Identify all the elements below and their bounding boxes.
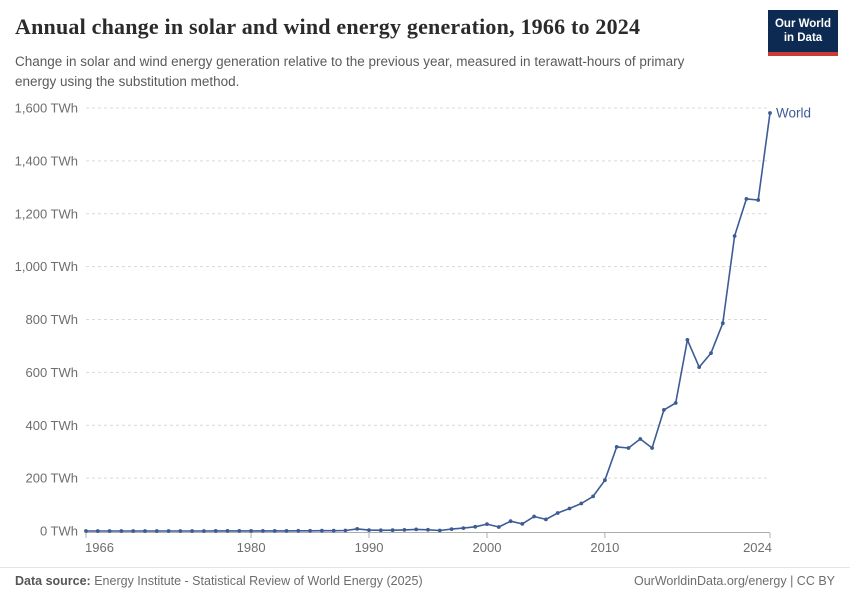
- data-point[interactable]: [84, 529, 88, 533]
- y-axis-label: 1,400 TWh: [15, 153, 78, 168]
- data-point[interactable]: [378, 528, 383, 533]
- data-point[interactable]: [709, 351, 713, 355]
- data-point[interactable]: [367, 528, 371, 532]
- data-point[interactable]: [190, 529, 195, 533]
- data-point[interactable]: [720, 321, 725, 326]
- x-axis-label: 1980: [237, 540, 266, 555]
- footer-divider: [0, 567, 850, 568]
- data-point[interactable]: [402, 528, 407, 532]
- y-axis-label: 800 TWh: [25, 312, 78, 327]
- data-point[interactable]: [213, 529, 218, 533]
- data-point[interactable]: [449, 527, 454, 531]
- data-point[interactable]: [614, 445, 619, 449]
- data-point[interactable]: [662, 408, 666, 412]
- data-point[interactable]: [485, 522, 489, 526]
- data-point[interactable]: [331, 528, 336, 533]
- footer-attribution-link[interactable]: OurWorldinData.org/energy | CC BY: [633, 574, 835, 588]
- data-point[interactable]: [638, 437, 643, 441]
- x-axis-label: 2024: [743, 540, 772, 555]
- y-axis-label: 1,000 TWh: [15, 259, 78, 274]
- data-point[interactable]: [202, 529, 206, 533]
- data-point[interactable]: [603, 478, 607, 483]
- y-axis-label: 200 TWh: [25, 471, 78, 486]
- data-point[interactable]: [131, 529, 136, 533]
- series-end-label-world[interactable]: World: [776, 106, 811, 121]
- data-point[interactable]: [673, 401, 678, 405]
- data-source: Data source: Energy Institute - Statisti…: [15, 574, 423, 588]
- owid-logo[interactable]: Our World in Data: [768, 10, 838, 56]
- data-point[interactable]: [154, 529, 159, 533]
- y-axis-label: 600 TWh: [25, 365, 78, 380]
- data-source-text: Energy Institute - Statistical Review of…: [94, 574, 423, 588]
- logo-line-2: in Data: [783, 32, 823, 45]
- data-point[interactable]: [355, 527, 360, 531]
- data-point[interactable]: [143, 529, 147, 533]
- data-point[interactable]: [284, 529, 289, 533]
- data-point[interactable]: [768, 111, 772, 115]
- data-point[interactable]: [95, 529, 100, 533]
- logo-line-1: Our World: [774, 18, 831, 30]
- data-point[interactable]: [555, 511, 560, 515]
- data-point[interactable]: [508, 519, 513, 524]
- data-point[interactable]: [390, 528, 395, 533]
- data-point[interactable]: [119, 529, 124, 533]
- data-point[interactable]: [107, 529, 112, 533]
- chart-subtitle: Change in solar and wind energy generati…: [15, 54, 685, 90]
- x-axis-label: 1990: [355, 540, 384, 555]
- y-axis-label: 0 TWh: [40, 524, 78, 539]
- data-point[interactable]: [532, 514, 536, 519]
- data-point[interactable]: [744, 197, 749, 201]
- data-point[interactable]: [272, 529, 277, 533]
- page-title: Annual change in solar and wind energy g…: [15, 14, 641, 39]
- data-point[interactable]: [308, 528, 312, 533]
- data-point[interactable]: [626, 446, 631, 450]
- y-axis-label: 1,200 TWh: [15, 206, 78, 221]
- y-axis-label: 400 TWh: [25, 418, 78, 433]
- x-axis-label: 2000: [473, 540, 502, 555]
- data-point[interactable]: [343, 528, 348, 533]
- data-point[interactable]: [414, 527, 419, 532]
- data-point[interactable]: [296, 528, 301, 533]
- data-source-label: Data source:: [15, 574, 91, 588]
- series-line-world[interactable]: [85, 112, 771, 532]
- data-point[interactable]: [579, 501, 584, 506]
- data-point[interactable]: [732, 234, 737, 238]
- data-point[interactable]: [697, 365, 702, 369]
- data-point[interactable]: [461, 526, 466, 530]
- data-point[interactable]: [178, 529, 183, 533]
- data-point[interactable]: [426, 527, 430, 532]
- data-point[interactable]: [249, 529, 254, 533]
- data-point[interactable]: [756, 198, 761, 202]
- data-point[interactable]: [437, 528, 442, 533]
- data-point[interactable]: [567, 506, 572, 511]
- data-point[interactable]: [166, 529, 171, 533]
- data-point[interactable]: [237, 529, 242, 533]
- data-point[interactable]: [650, 446, 654, 450]
- data-point[interactable]: [225, 529, 230, 533]
- data-point[interactable]: [261, 529, 265, 533]
- data-point[interactable]: [320, 528, 324, 533]
- data-point[interactable]: [520, 522, 525, 526]
- x-axis-label: 2010: [590, 540, 619, 555]
- data-point[interactable]: [685, 338, 690, 342]
- x-axis-label: 1966: [85, 540, 114, 555]
- data-point[interactable]: [473, 524, 478, 529]
- data-point[interactable]: [496, 525, 501, 529]
- data-point[interactable]: [591, 494, 595, 499]
- data-point[interactable]: [544, 517, 548, 522]
- y-axis-label: 1,600 TWh: [15, 101, 78, 116]
